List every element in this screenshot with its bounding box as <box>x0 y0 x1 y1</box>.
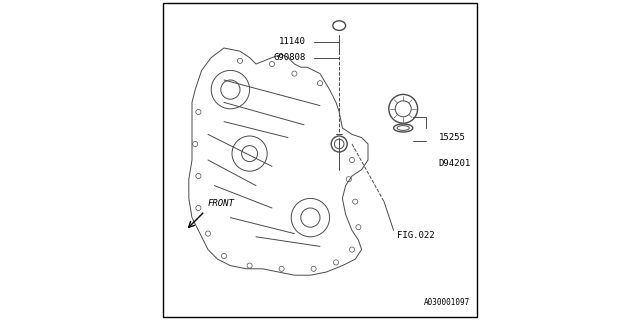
Text: D94201: D94201 <box>438 159 470 168</box>
Text: A030001097: A030001097 <box>424 298 470 307</box>
Text: FRONT: FRONT <box>208 199 235 208</box>
Text: 15255: 15255 <box>438 133 465 142</box>
Text: 11140: 11140 <box>279 37 306 46</box>
Text: FIG.022: FIG.022 <box>397 231 435 240</box>
Text: G90808: G90808 <box>273 53 306 62</box>
